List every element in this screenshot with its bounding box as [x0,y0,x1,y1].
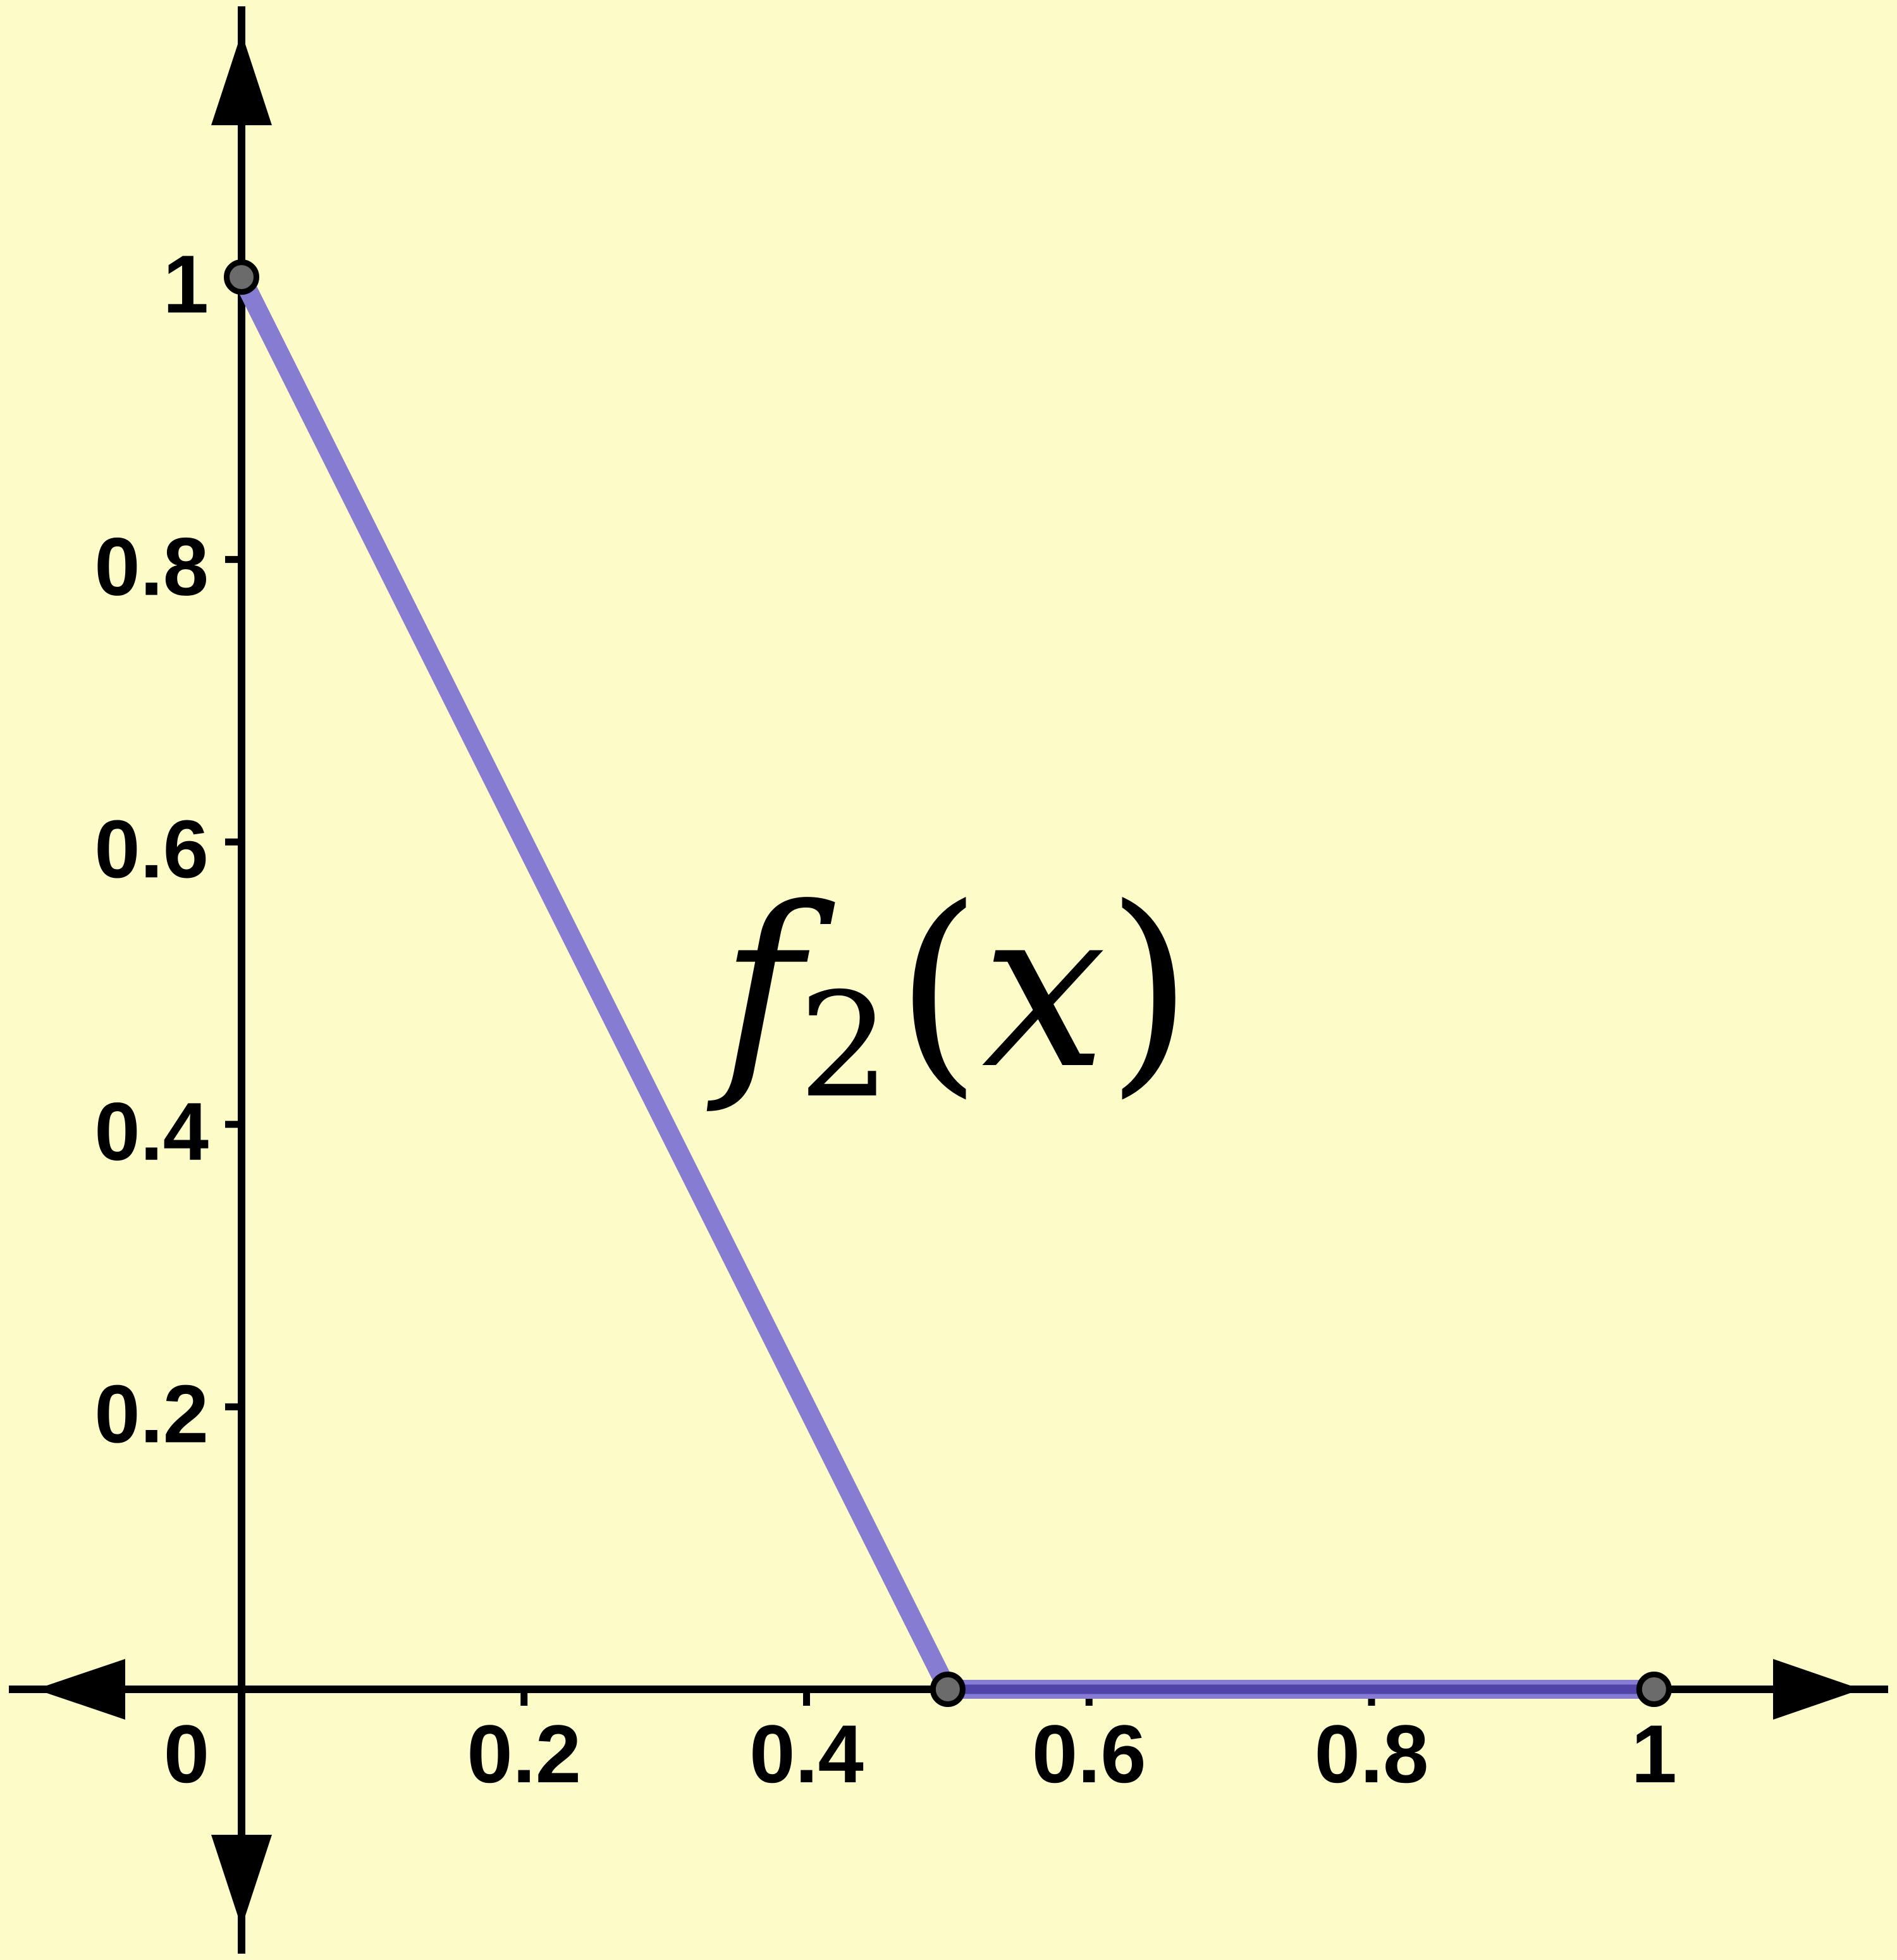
x-tick-label: 0.8 [1315,1708,1429,1800]
function-label: f2(x) [706,860,1193,1130]
y-tick-label: 0.4 [94,1085,209,1178]
x-tick-label: 0.4 [749,1708,864,1800]
y-tick-label: 1 [163,238,209,330]
y-tick-label: 0.2 [94,1367,209,1460]
function-label-open-paren: ( [895,860,982,1118]
function-label-variable: x [981,860,1106,1118]
x-tick-label: 0.6 [1032,1708,1146,1800]
x-axis-arrow-left-icon [9,1658,125,1720]
y-axis-arrow-up-icon [211,6,272,125]
y-tick-label: 0.6 [94,803,209,895]
x-axis-arrow-right-icon [1773,1658,1888,1720]
y-tick-label: 0.8 [94,521,209,613]
y-axis-arrow-down-icon [211,1835,272,1954]
x-tick-label: 0 [164,1708,209,1800]
data-point-marker[interactable] [1636,1671,1672,1707]
x-tick-label: 0.2 [467,1708,581,1800]
data-point-marker[interactable] [930,1671,966,1707]
x-tick-label: 1 [1631,1708,1677,1800]
function-label-close-paren: ) [1107,860,1193,1118]
data-point-marker[interactable] [223,259,259,295]
function-label-subscript: 2 [799,961,890,1130]
